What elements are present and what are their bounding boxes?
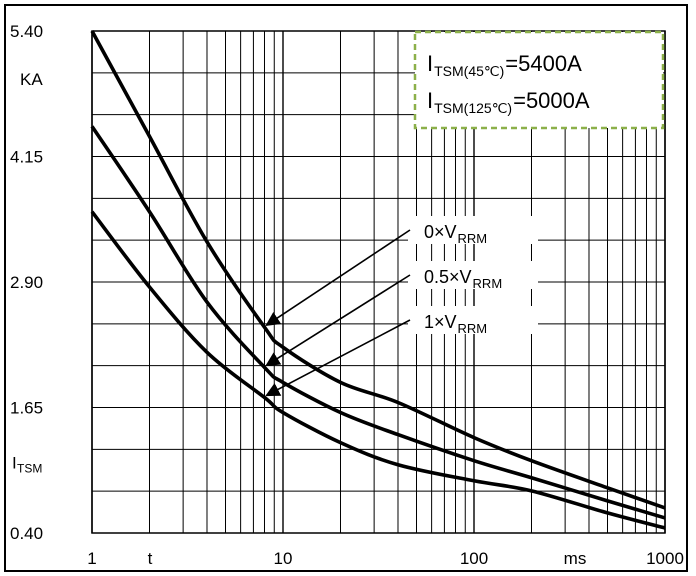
inset-line-2-value: =5000A <box>513 88 590 113</box>
series-label: 1×V <box>424 312 457 332</box>
series-label-bg <box>408 216 538 244</box>
series-arrow <box>265 229 411 326</box>
y-unit-label: KA <box>20 70 43 89</box>
x-tick-label: 1000 <box>646 549 684 568</box>
inset-line-1-symbol: I <box>427 51 433 76</box>
x-unit-label: ms <box>564 549 587 568</box>
inset-box <box>413 30 665 130</box>
series-label-sub: RRM <box>458 231 488 246</box>
series-label-sub: RRM <box>473 276 503 291</box>
y-tick-label: 5.40 <box>10 22 43 41</box>
x-axis-label: t <box>148 549 153 568</box>
series-label: 0.5×V <box>424 267 472 287</box>
series-label-bg <box>408 261 538 289</box>
y-tick-label: 0.40 <box>10 524 43 543</box>
inset-line-1-sub: TSM(45℃) <box>434 63 504 79</box>
x-tick-label: 100 <box>460 549 488 568</box>
series-arrow <box>265 274 411 367</box>
series-label-sub: RRM <box>458 321 488 336</box>
series-label: 0×V <box>424 222 457 242</box>
inset-line-2-symbol: I <box>427 88 433 113</box>
series-line <box>90 125 666 520</box>
y-axis-label: I <box>12 454 17 473</box>
x-tick-label: 10 <box>274 549 293 568</box>
x-tick-label: 1 <box>87 549 96 568</box>
y-tick-label: 2.90 <box>10 273 43 292</box>
inset-line-2-sub: TSM(125℃) <box>434 100 512 116</box>
y-tick-label: 4.15 <box>10 148 43 167</box>
series-arrow <box>265 319 411 397</box>
inset-line-1-value: =5400A <box>505 51 582 76</box>
plot-area <box>91 30 666 534</box>
y-tick-label: 1.65 <box>10 399 43 418</box>
series-line <box>90 210 666 530</box>
series-line <box>90 30 666 510</box>
series-label-bg <box>408 306 538 334</box>
y-axis-label-sub: TSM <box>17 462 42 476</box>
